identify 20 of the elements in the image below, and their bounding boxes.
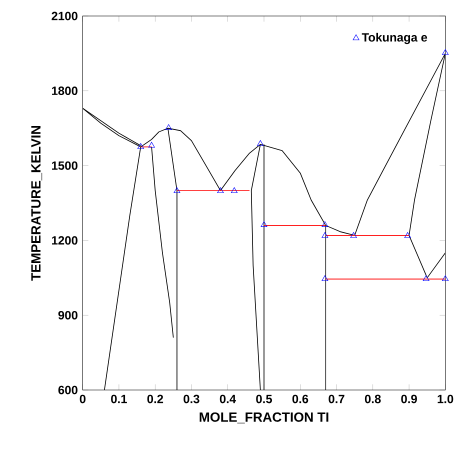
x-tick-label: 0 — [80, 394, 86, 404]
x-tick-label: 0.5 — [256, 394, 272, 404]
y-tick-label: 900 — [58, 310, 78, 320]
x-tick-label: 0.4 — [220, 394, 236, 404]
x-tick-label: 0.2 — [147, 394, 164, 404]
x-tick-label: 0.9 — [401, 394, 417, 404]
x-tick-label: 0.7 — [328, 394, 344, 404]
x-tick-label: 0.6 — [292, 394, 308, 404]
x-axis-title: MOLE_FRACTION TI — [200, 412, 328, 424]
x-tick-label: 1.0 — [438, 394, 454, 404]
x-tick-label: 0.8 — [364, 394, 381, 404]
y-tick-label: 1200 — [52, 236, 78, 245]
x-tick-label: 0.1 — [111, 394, 127, 404]
y-tick-label: 1800 — [52, 86, 78, 96]
y-tick-label: 2100 — [52, 12, 78, 20]
y-tick-label: 1500 — [52, 161, 78, 170]
legend-label: Tokunaga e — [362, 32, 428, 44]
y-tick-label: 600 — [58, 386, 78, 394]
y-axis-title: TEMPERATURE_KELVIN — [31, 126, 42, 281]
x-tick-label: 0.3 — [184, 394, 200, 404]
